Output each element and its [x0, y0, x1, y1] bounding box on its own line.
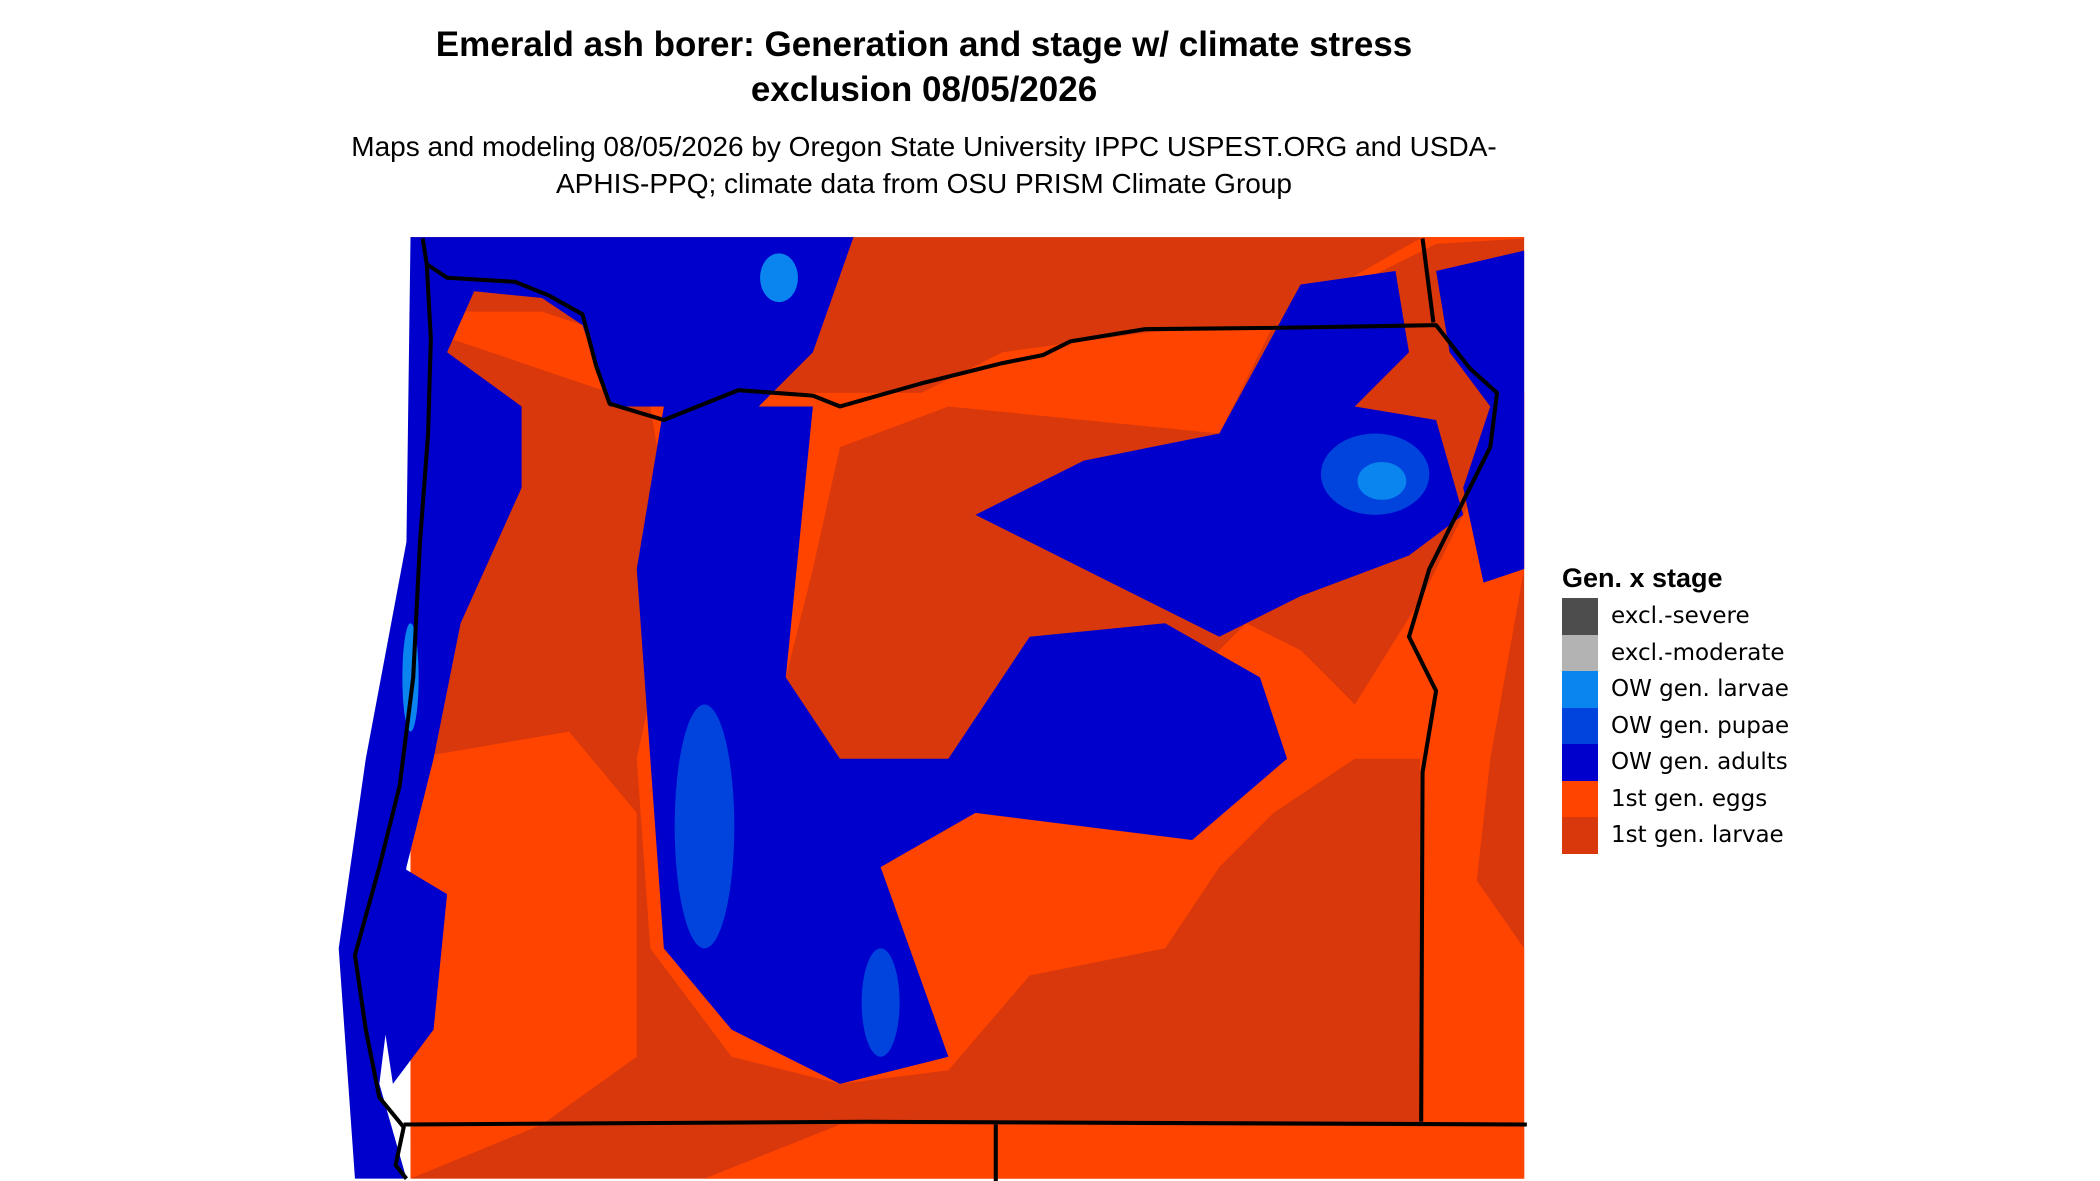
legend-label: excl.-severe [1611, 603, 1750, 630]
legend-label: OW gen. pupae [1611, 712, 1790, 739]
region [674, 704, 735, 949]
region [1436, 250, 1525, 583]
legend-swatch [1562, 707, 1598, 744]
legend-item: OW gen. adults [1562, 744, 1789, 781]
region [704, 1124, 1525, 1179]
region [410, 731, 637, 1179]
legend-label: OW gen. adults [1611, 749, 1788, 776]
legend-item: 1st gen. eggs [1562, 780, 1789, 817]
legend-swatch [1562, 634, 1598, 671]
legend-label: 1st gen. eggs [1611, 785, 1768, 812]
legend-label: excl.-moderate [1611, 639, 1785, 666]
legend-item: excl.-moderate [1562, 634, 1789, 671]
legend: Gen. x stage excl.-severe excl.-moderate O… [1562, 558, 1789, 854]
legend-item: 1st gen. larvae [1562, 817, 1789, 854]
region [636, 406, 1288, 1084]
region [861, 948, 900, 1057]
legend-label: 1st gen. larvae [1611, 822, 1784, 849]
legend-swatch [1562, 744, 1598, 781]
legend-swatch [1562, 780, 1598, 817]
state-border [1420, 238, 1436, 323]
legend-swatch [1562, 817, 1598, 854]
region [338, 237, 854, 1179]
legend-label: OW gen. larvae [1611, 676, 1789, 703]
legend-swatch [1562, 598, 1598, 635]
legend-item: OW gen. pupae [1562, 707, 1790, 744]
region [372, 853, 448, 1084]
state-border [403, 1119, 1527, 1127]
legend-swatch [1562, 671, 1598, 708]
title: Emerald ash borer: Generation and stage … [435, 25, 1413, 109]
legend-title: Gen. x stage [1562, 563, 1723, 593]
coastline [352, 264, 433, 1180]
borders [352, 238, 1527, 1181]
region [1357, 461, 1407, 500]
region [760, 253, 798, 303]
state-border [420, 238, 1500, 1122]
legend-item: excl.-severe [1562, 598, 1789, 635]
region [975, 270, 1464, 637]
legend-item: OW gen. larvae [1562, 671, 1789, 708]
subtitle: Maps and modeling 08/05/2026 by Oregon S… [351, 131, 1497, 199]
